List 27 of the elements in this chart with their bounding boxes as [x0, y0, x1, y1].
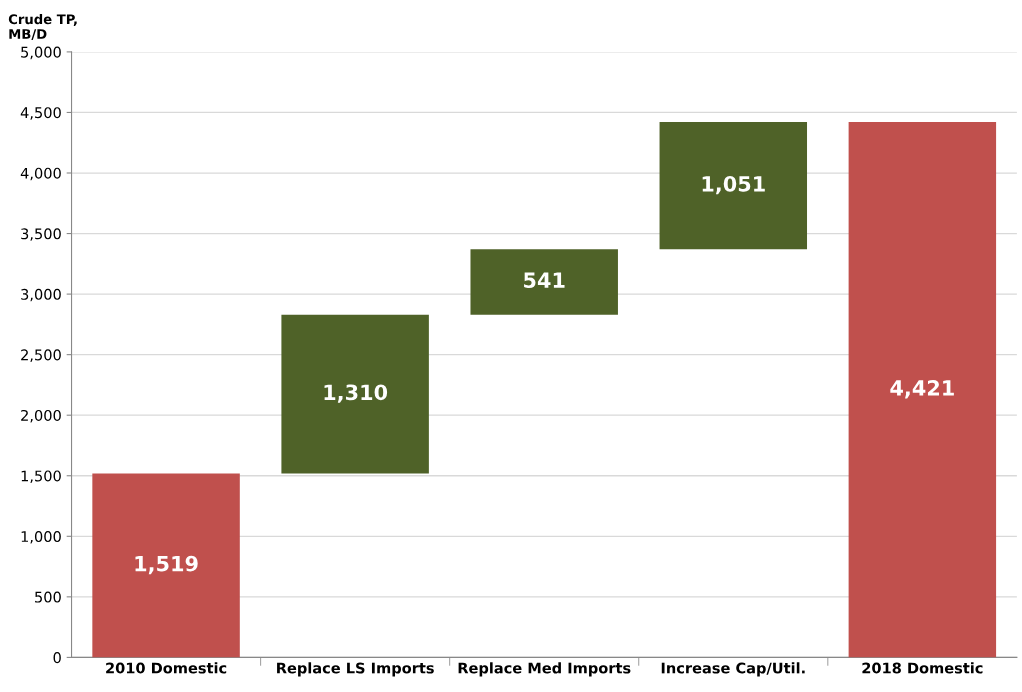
bar	[92, 473, 240, 658]
y-tick-label: 1,500	[21, 470, 61, 483]
data-label: 541	[524, 272, 565, 289]
x-tick-label: 2010 Domestic	[106, 662, 227, 674]
y-tick-label: 4,000	[20, 167, 61, 181]
bar	[848, 122, 997, 658]
data-label: 1,310	[324, 384, 388, 403]
x-tick-label: 2018 Domestic	[862, 662, 983, 674]
data-label: 1,051	[702, 175, 765, 195]
y-tick-label: 3,500	[21, 228, 61, 241]
data-label: 4,421	[890, 379, 954, 399]
bar	[281, 314, 429, 474]
x-tick-label: Replace LS Imports	[277, 662, 434, 677]
y-tick-label: 5,000	[21, 46, 61, 60]
y-tick-label: 1,000	[21, 531, 61, 544]
y-tick-label: 4,500	[20, 107, 61, 120]
x-tick-label: Replace Med Imports	[458, 662, 631, 677]
x-tick-label: Increase Cap/Util.	[661, 662, 805, 677]
y-tick-label: 2,500	[21, 349, 61, 362]
bar	[470, 249, 618, 315]
y-axis-title: Crude TP, MB/D	[8, 13, 77, 40]
y-tick-label: 0	[53, 652, 61, 664]
y-tick-label: 2,000	[21, 409, 61, 423]
y-tick-label: 3,000	[21, 288, 61, 302]
data-label: 1,519	[135, 555, 198, 575]
bar	[659, 122, 808, 250]
y-tick-label: 500	[35, 591, 61, 603]
